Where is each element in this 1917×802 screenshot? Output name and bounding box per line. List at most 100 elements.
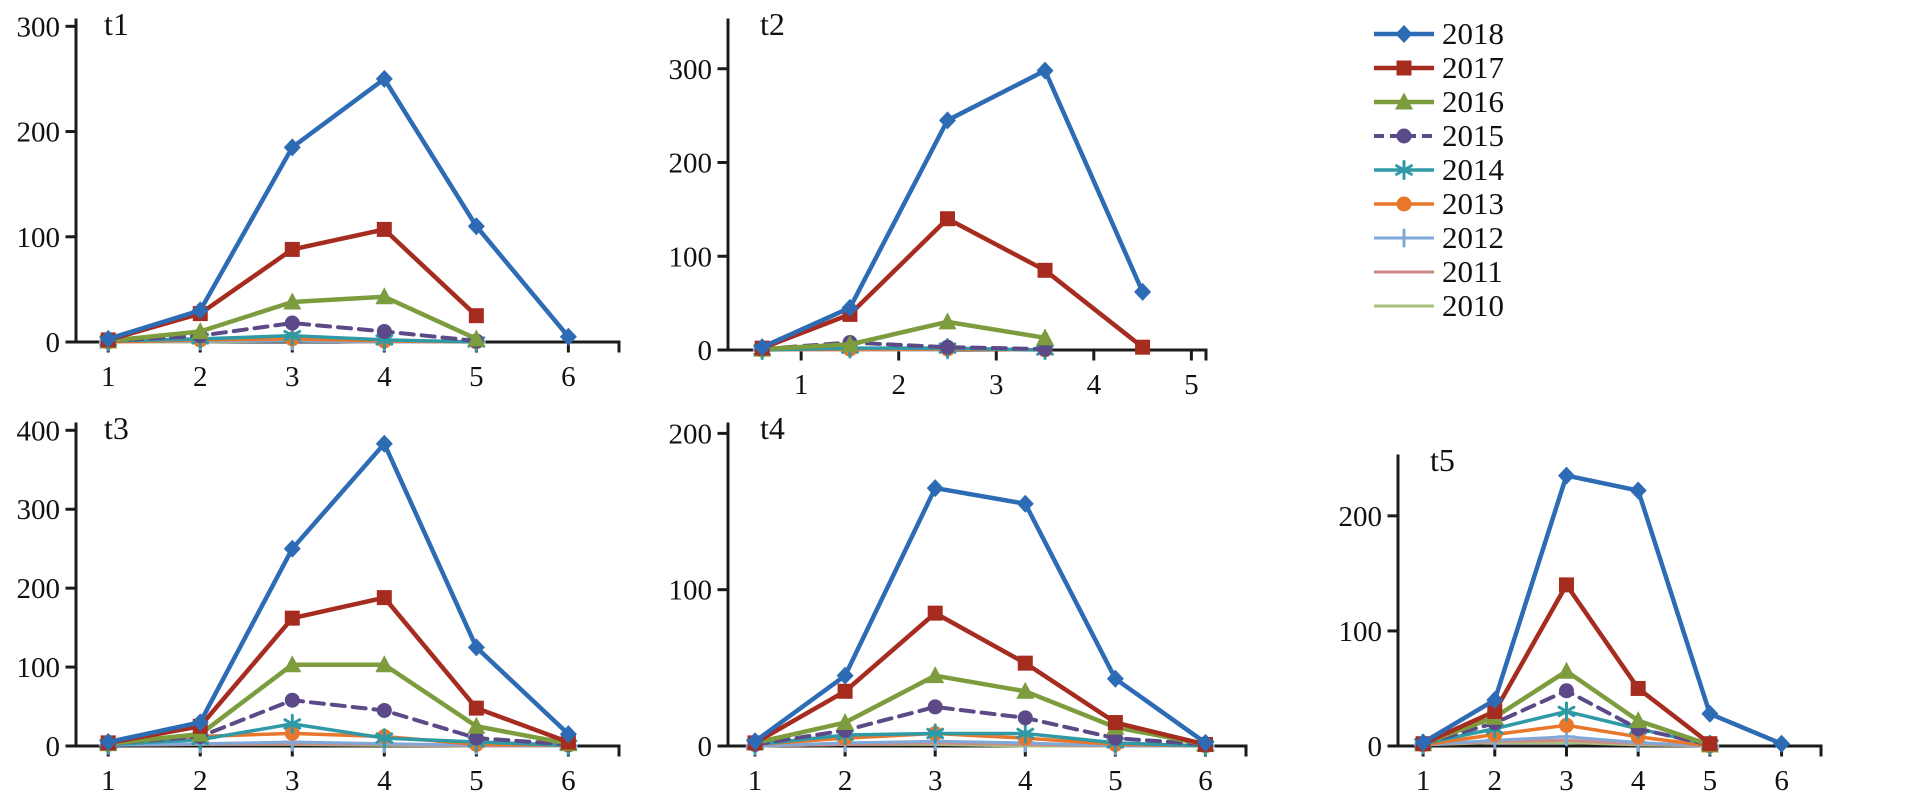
chart-t2-canvas: 0 100 200 300 1 2 3 4 5 <box>669 18 1208 401</box>
legend-item-2015: 2015 <box>1372 117 1602 153</box>
tick-labels: 0 100 200 300 400 1 2 3 4 5 6 <box>17 415 576 797</box>
series-2017 <box>754 211 1151 356</box>
svg-text:5: 5 <box>1184 369 1199 401</box>
legend-label: 2012 <box>1442 219 1504 255</box>
svg-text:300: 300 <box>17 11 61 43</box>
chart-t1-canvas: 0 100 200 300 1 2 3 4 5 6 <box>17 11 621 393</box>
svg-text:4: 4 <box>377 361 392 393</box>
legend-item-2018: 2018 <box>1372 15 1602 51</box>
svg-text:2: 2 <box>193 361 208 393</box>
legend-label: 2015 <box>1442 117 1504 153</box>
legend-item-2016: 2016 <box>1372 83 1602 119</box>
chart-t5-canvas: 0 100 200 1 2 3 4 5 6 <box>1339 454 1823 797</box>
svg-text:200: 200 <box>669 148 713 180</box>
svg-text:0: 0 <box>1368 731 1383 763</box>
chart-t4: t4 0 100 200 1 2 3 4 5 6 <box>660 408 1260 800</box>
legend-item-2011: 2011 <box>1372 253 1602 289</box>
series-2018 <box>99 434 577 752</box>
legend-swatch-2018-icon <box>1374 24 1434 43</box>
legend-swatch-2011-icon <box>1374 270 1434 273</box>
chart-t1: t1 0 100 200 300 1 2 3 4 5 6 <box>8 4 633 396</box>
chart-title-t2: t2 <box>760 6 785 42</box>
svg-text:3: 3 <box>1559 765 1574 797</box>
svg-text:3: 3 <box>285 765 300 797</box>
legend-item-2014: 2014 <box>1372 151 1602 187</box>
legend-item-2013: 2013 <box>1372 185 1602 221</box>
svg-text:100: 100 <box>1339 616 1383 648</box>
svg-text:4: 4 <box>1018 765 1033 797</box>
legend-label: 2011 <box>1442 253 1503 289</box>
svg-text:4: 4 <box>1631 765 1646 797</box>
legend-swatch-2014-icon <box>1374 159 1434 180</box>
svg-text:5: 5 <box>469 765 484 797</box>
svg-text:6: 6 <box>1198 765 1213 797</box>
svg-text:100: 100 <box>669 241 713 273</box>
legend-item-2012: 2012 <box>1372 219 1602 255</box>
chart-t5: t5 0 100 200 1 2 3 4 5 6 <box>1330 440 1835 800</box>
legend: 2018 2017 2016 2015 2014 2013 2012 2011 2010 <box>1372 15 1602 323</box>
legend-item-2017: 2017 <box>1372 49 1602 85</box>
svg-text:5: 5 <box>1108 765 1123 797</box>
svg-text:1: 1 <box>101 361 116 393</box>
svg-text:100: 100 <box>17 652 61 684</box>
chart-t4-canvas: 0 100 200 1 2 3 4 5 6 <box>669 418 1248 797</box>
legend-label: 2010 <box>1442 287 1504 323</box>
chart-title-t1: t1 <box>104 6 129 42</box>
svg-text:1: 1 <box>748 765 763 797</box>
tick-labels: 0 100 200 300 1 2 3 4 5 <box>669 54 1199 401</box>
legend-item-2010: 2010 <box>1372 287 1602 323</box>
axes <box>717 18 1208 361</box>
svg-text:1: 1 <box>1416 765 1431 797</box>
legend-swatch-2015-icon <box>1374 128 1434 143</box>
svg-text:100: 100 <box>17 222 61 254</box>
svg-text:1: 1 <box>101 765 116 797</box>
legend-label: 2014 <box>1442 151 1504 187</box>
legend-swatch-2017-icon <box>1374 60 1434 75</box>
svg-text:2: 2 <box>193 765 208 797</box>
svg-text:400: 400 <box>17 415 61 447</box>
svg-text:1: 1 <box>794 369 809 401</box>
series-2018 <box>99 69 577 348</box>
axes <box>717 422 1248 757</box>
svg-text:3: 3 <box>989 369 1004 401</box>
svg-text:5: 5 <box>469 361 484 393</box>
legend-swatch-2012-icon <box>1374 228 1434 247</box>
svg-text:0: 0 <box>46 731 61 763</box>
series-2016 <box>746 666 1215 752</box>
svg-text:300: 300 <box>669 54 713 86</box>
chart-t2: t2 0 100 200 300 1 2 3 4 5 <box>660 4 1220 404</box>
series-2018 <box>753 61 1152 357</box>
svg-text:200: 200 <box>1339 501 1383 533</box>
chart-title-t5: t5 <box>1430 442 1455 478</box>
svg-text:100: 100 <box>669 575 713 607</box>
svg-text:4: 4 <box>1087 369 1102 401</box>
tick-labels: 0 100 200 300 1 2 3 4 5 6 <box>17 11 576 393</box>
legend-label: 2016 <box>1442 83 1504 119</box>
svg-text:200: 200 <box>669 418 713 450</box>
svg-text:6: 6 <box>561 361 576 393</box>
series-2016 <box>99 655 578 752</box>
svg-text:5: 5 <box>1703 765 1718 797</box>
legend-label: 2013 <box>1442 185 1504 221</box>
svg-text:0: 0 <box>698 335 713 367</box>
svg-text:2: 2 <box>891 369 906 401</box>
series-2018 <box>746 479 1214 752</box>
legend-label: 2017 <box>1442 49 1504 85</box>
series-2018 <box>1414 466 1791 753</box>
chart-t3: t3 0 100 200 300 400 1 2 3 4 5 6 <box>8 408 633 800</box>
svg-text:6: 6 <box>1774 765 1789 797</box>
svg-text:0: 0 <box>698 731 713 763</box>
legend-swatch-2016-icon <box>1374 92 1434 109</box>
svg-text:3: 3 <box>285 361 300 393</box>
svg-text:200: 200 <box>17 573 61 605</box>
svg-text:200: 200 <box>17 117 61 149</box>
tick-labels: 0 100 200 1 2 3 4 5 6 <box>669 418 1213 797</box>
svg-text:3: 3 <box>928 765 943 797</box>
chart-t3-canvas: 0 100 200 300 400 1 2 3 4 5 6 <box>17 415 621 797</box>
legend-swatch-2010-icon <box>1374 304 1434 307</box>
legend-label: 2018 <box>1442 15 1504 51</box>
chart-title-t3: t3 <box>104 410 129 446</box>
tick-labels: 0 100 200 1 2 3 4 5 6 <box>1339 501 1789 797</box>
svg-text:300: 300 <box>17 494 61 526</box>
